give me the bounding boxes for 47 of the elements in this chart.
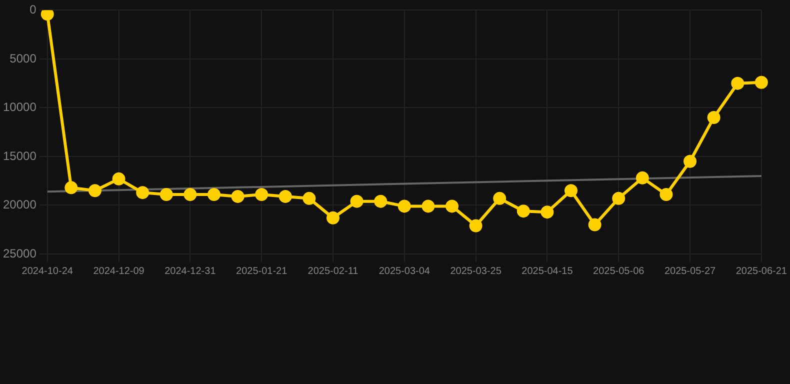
point (207, 188, 220, 202)
y-tick-label: 25000 (2, 246, 37, 260)
point (255, 188, 268, 202)
point (754, 76, 768, 89)
point (516, 204, 530, 218)
point (446, 200, 458, 213)
point (160, 188, 173, 202)
x-tick-label: 2025-06-21 (736, 266, 788, 277)
point (564, 184, 578, 198)
x-tick-label: 2025-01-21 (236, 266, 288, 277)
x-tick-label: 2025-03-25 (450, 266, 502, 277)
point (278, 190, 292, 203)
y-tick-label: 10000 (2, 100, 37, 114)
point (398, 200, 411, 213)
point (326, 211, 340, 224)
point (231, 190, 244, 203)
x-tick-label: 2024-12-31 (164, 266, 216, 277)
y-tick-label: 5000 (10, 51, 37, 66)
y-tick-label: 15000 (2, 148, 37, 163)
point (707, 110, 720, 124)
point (374, 194, 388, 208)
point (684, 154, 697, 168)
point (112, 172, 126, 186)
y-tick-label: 20000 (2, 198, 37, 212)
point (469, 219, 482, 232)
point (588, 218, 602, 232)
x-tick-label: 2025-04-15 (522, 266, 574, 277)
x-tick-label: 2025-03-04 (378, 266, 430, 277)
point (88, 184, 102, 198)
point (184, 188, 197, 202)
x-tick-label: 2024-12-09 (93, 266, 145, 277)
point (302, 192, 316, 205)
point (350, 194, 364, 208)
x-tick-label: 2025-05-27 (664, 266, 716, 277)
point (660, 188, 673, 202)
point (64, 181, 78, 194)
point (731, 76, 744, 90)
point (540, 206, 554, 219)
point (136, 186, 150, 200)
x-tick-label: 2025-05-06 (593, 266, 645, 277)
point (493, 192, 506, 205)
x-tick-label: 2025-02-11 (308, 266, 359, 277)
x-tick-label: 2024-10-24 (22, 266, 74, 277)
point (422, 200, 435, 213)
point (612, 192, 626, 205)
point (636, 171, 649, 184)
y-tick-label: 0 (30, 2, 37, 17)
